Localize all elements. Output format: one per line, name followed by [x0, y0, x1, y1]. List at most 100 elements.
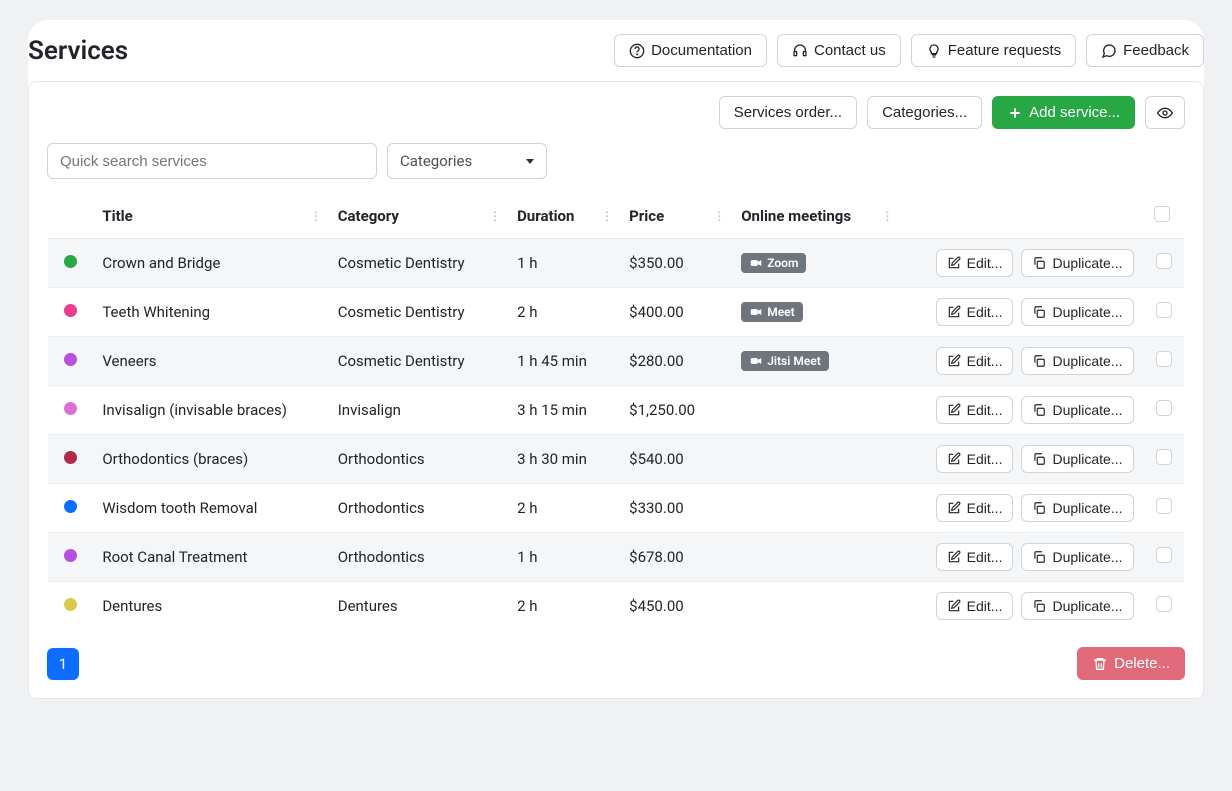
row-checkbox[interactable]: [1156, 449, 1172, 465]
cell-duration: 2 h: [507, 288, 619, 337]
row-checkbox[interactable]: [1156, 253, 1172, 269]
cell-title: Invisalign (invisable braces): [92, 386, 327, 435]
select-all-checkbox[interactable]: [1154, 206, 1170, 222]
duplicate-button[interactable]: Duplicate...: [1021, 298, 1133, 326]
edit-button[interactable]: Edit...: [936, 445, 1014, 473]
cell-category: Cosmetic Dentistry: [328, 239, 507, 288]
feedback-button[interactable]: Feedback: [1086, 34, 1204, 67]
duplicate-button[interactable]: Duplicate...: [1021, 592, 1133, 620]
cell-meeting: [731, 435, 899, 484]
table-row: Teeth WhiteningCosmetic Dentistry2 h$400…: [48, 288, 1185, 337]
duplicate-label: Duplicate...: [1052, 353, 1122, 369]
duplicate-button[interactable]: Duplicate...: [1021, 543, 1133, 571]
sort-icon[interactable]: ⋮: [489, 209, 501, 223]
page-1-button[interactable]: 1: [47, 648, 79, 680]
duplicate-button[interactable]: Duplicate...: [1021, 494, 1133, 522]
header-bar: Services Documentation Contact us Featur…: [28, 20, 1204, 81]
sort-icon[interactable]: ⋮: [881, 209, 893, 223]
feature-label: Feature requests: [948, 42, 1061, 59]
duplicate-icon: [1032, 305, 1046, 319]
row-checkbox[interactable]: [1156, 302, 1172, 318]
search-input[interactable]: [47, 143, 377, 179]
documentation-button[interactable]: Documentation: [614, 34, 767, 67]
cell-price: $280.00: [619, 337, 731, 386]
video-icon: [749, 256, 763, 270]
color-dot: [64, 402, 77, 415]
col-price-header[interactable]: Price ⋮: [619, 194, 731, 239]
categories-button[interactable]: Categories...: [867, 96, 982, 129]
col-title-header[interactable]: Title ⋮: [92, 194, 327, 239]
eye-icon: [1157, 105, 1173, 121]
row-checkbox[interactable]: [1156, 400, 1172, 416]
meeting-badge: Jitsi Meet: [741, 351, 829, 371]
headset-icon: [792, 43, 808, 59]
meeting-label: Meet: [767, 305, 794, 319]
edit-button[interactable]: Edit...: [936, 592, 1014, 620]
services-order-label: Services order...: [734, 104, 842, 121]
duplicate-icon: [1032, 452, 1046, 466]
edit-icon: [947, 501, 961, 515]
panel-footer: 1 Delete...: [47, 647, 1185, 680]
plus-icon: [1007, 105, 1023, 121]
cell-duration: 1 h 45 min: [507, 337, 619, 386]
duplicate-button[interactable]: Duplicate...: [1021, 396, 1133, 424]
sort-icon[interactable]: ⋮: [310, 209, 322, 223]
edit-button[interactable]: Edit...: [936, 298, 1014, 326]
duplicate-button[interactable]: Duplicate...: [1021, 249, 1133, 277]
duplicate-label: Duplicate...: [1052, 451, 1122, 467]
contact-button[interactable]: Contact us: [777, 34, 901, 67]
cell-duration: 2 h: [507, 582, 619, 631]
panel-toolbar: Services order... Categories... Add serv…: [47, 96, 1185, 129]
page-title: Services: [28, 36, 128, 66]
edit-button[interactable]: Edit...: [936, 396, 1014, 424]
sort-icon[interactable]: ⋮: [713, 209, 725, 223]
edit-label: Edit...: [967, 304, 1003, 320]
categories-button-label: Categories...: [882, 104, 967, 121]
duplicate-label: Duplicate...: [1052, 598, 1122, 614]
row-checkbox[interactable]: [1156, 547, 1172, 563]
duplicate-icon: [1032, 354, 1046, 368]
edit-button[interactable]: Edit...: [936, 543, 1014, 571]
edit-button[interactable]: Edit...: [936, 494, 1014, 522]
categories-select[interactable]: Categories: [387, 143, 547, 179]
cell-category: Dentures: [328, 582, 507, 631]
sort-icon[interactable]: ⋮: [601, 209, 613, 223]
cell-category: Invisalign: [328, 386, 507, 435]
col-category-header[interactable]: Category ⋮: [328, 194, 507, 239]
col-duration-header[interactable]: Duration ⋮: [507, 194, 619, 239]
row-checkbox[interactable]: [1156, 596, 1172, 612]
edit-button[interactable]: Edit...: [936, 249, 1014, 277]
cell-category: Cosmetic Dentistry: [328, 288, 507, 337]
feature-requests-button[interactable]: Feature requests: [911, 34, 1076, 67]
cell-duration: 1 h: [507, 533, 619, 582]
visibility-button[interactable]: [1145, 96, 1185, 129]
trash-icon: [1092, 656, 1108, 672]
categories-select-label: Categories: [400, 152, 472, 170]
meeting-label: Zoom: [767, 256, 798, 270]
cell-meeting: [731, 533, 899, 582]
filter-row: Categories: [47, 143, 1185, 179]
cell-category: Cosmetic Dentistry: [328, 337, 507, 386]
add-service-button[interactable]: Add service...: [992, 96, 1135, 129]
duplicate-button[interactable]: Duplicate...: [1021, 347, 1133, 375]
services-order-button[interactable]: Services order...: [719, 96, 857, 129]
duplicate-icon: [1032, 501, 1046, 515]
cell-meeting: Jitsi Meet: [731, 337, 899, 386]
col-meetings-header[interactable]: Online meetings ⋮: [731, 194, 899, 239]
edit-button[interactable]: Edit...: [936, 347, 1014, 375]
documentation-label: Documentation: [651, 42, 752, 59]
duplicate-button[interactable]: Duplicate...: [1021, 445, 1133, 473]
color-dot: [64, 549, 77, 562]
col-color-header: [48, 194, 93, 239]
cell-price: $678.00: [619, 533, 731, 582]
cell-title: Dentures: [92, 582, 327, 631]
color-dot: [64, 304, 77, 317]
row-checkbox[interactable]: [1156, 351, 1172, 367]
delete-button[interactable]: Delete...: [1077, 647, 1185, 680]
edit-icon: [947, 305, 961, 319]
edit-icon: [947, 550, 961, 564]
chat-icon: [1101, 43, 1117, 59]
chevron-down-icon: [526, 159, 534, 164]
row-checkbox[interactable]: [1156, 498, 1172, 514]
video-icon: [749, 354, 763, 368]
